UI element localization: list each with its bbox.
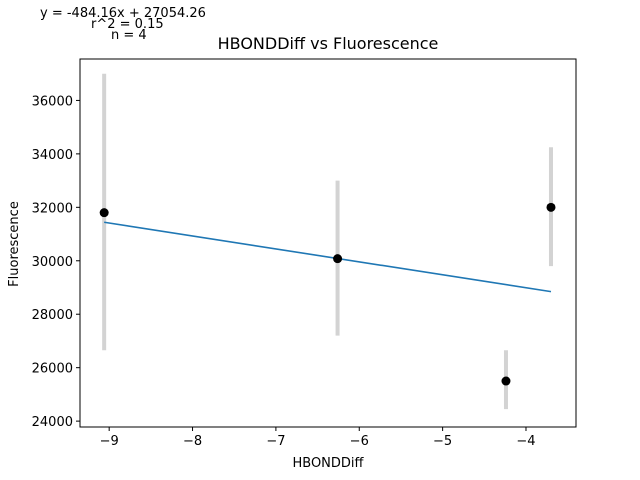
fit-equation: y = -484.16x + 27054.26 — [40, 6, 206, 21]
x-tick-label: −9 — [100, 434, 119, 449]
y-tick-label: 30000 — [32, 255, 73, 270]
chart-title: HBONDDiff vs Fluorescence — [218, 34, 439, 53]
x-axis-label: HBONDDiff — [292, 456, 364, 471]
x-tick-label: −6 — [350, 434, 369, 449]
x-tick-label: −4 — [516, 434, 535, 449]
y-tick-label: 34000 — [32, 148, 73, 163]
x-tick-label: −5 — [433, 434, 452, 449]
y-tick-label: 28000 — [32, 308, 73, 323]
y-tick-label: 32000 — [32, 201, 73, 216]
y-tick-label: 36000 — [32, 94, 73, 109]
regression-line — [104, 221, 552, 293]
y-tick-label: 24000 — [32, 415, 73, 430]
y-axis-label: Fluorescence — [7, 201, 22, 287]
data-point-4 — [546, 202, 556, 212]
data-point-1 — [99, 208, 109, 218]
axes-frame — [79, 58, 577, 428]
y-tick-label: 26000 — [32, 362, 73, 377]
data-point-2 — [333, 254, 343, 264]
r-squared-label: r^2 = 0.15 — [91, 17, 164, 32]
x-tick-label: −7 — [266, 434, 285, 449]
data-point-3 — [501, 376, 511, 386]
x-tick-label: −8 — [183, 434, 202, 449]
sample-count-label: n = 4 — [111, 28, 147, 43]
plot-area: −9 −8 −7 −6 −5 −4 24000 26000 28000 30000 32000 340… — [32, 58, 577, 449]
